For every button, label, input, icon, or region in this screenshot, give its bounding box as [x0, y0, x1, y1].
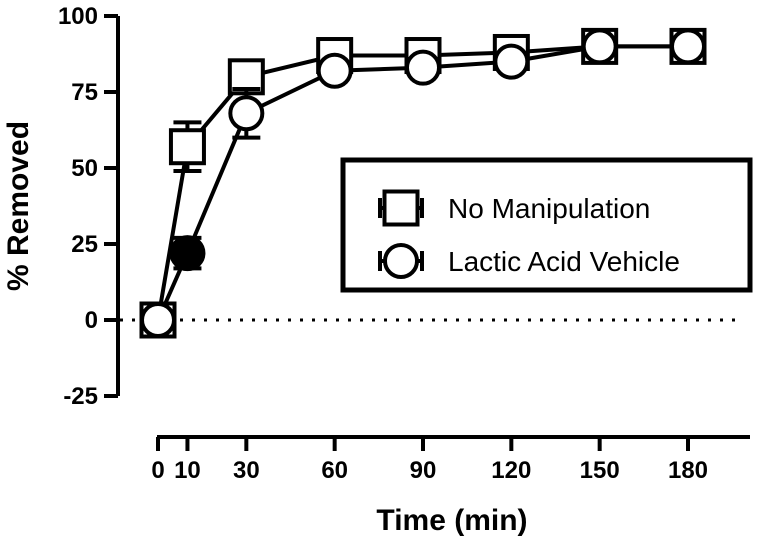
data-point [168, 128, 206, 166]
y-tick-label: -25 [63, 383, 98, 410]
legend-marker-symbol [383, 243, 419, 279]
legend-markers [378, 189, 424, 279]
legend-label-no-manipulation: No Manipulation [448, 193, 650, 224]
x-tick-label: 150 [580, 457, 620, 484]
x-axis: 0 10 30 60 90 120 150 180 Time (min) [151, 435, 750, 537]
y-tick-label: 50 [71, 155, 98, 182]
x-tick-label: 60 [321, 457, 348, 484]
data-point [670, 28, 706, 65]
legend-marker-no-manipulation [378, 189, 424, 227]
y-axis-title: % Removed [2, 121, 35, 291]
legend-marker-symbol [382, 189, 420, 227]
y-tick-label: 100 [58, 3, 98, 30]
legend-label-lactic-acid-vehicle: Lactic Acid Vehicle [448, 246, 680, 277]
y-tick-label: 75 [71, 79, 98, 106]
data-point [228, 95, 265, 132]
data-point [405, 49, 441, 86]
data-point [493, 43, 530, 80]
legend: No Manipulation Lactic Acid Vehicle [340, 157, 753, 293]
plot-area [139, 27, 707, 339]
x-tick-label: 90 [410, 457, 437, 484]
y-axis: -25 0 25 50 75 100 % Removed [2, 3, 120, 410]
data-point [140, 302, 176, 338]
data-point [169, 235, 206, 272]
x-tick-label: 30 [233, 457, 260, 484]
y-ticks: -25 0 25 50 75 100 [58, 3, 118, 410]
x-tick-label: 10 [174, 457, 201, 484]
x-tick-label: 120 [491, 457, 531, 484]
legend-marker-lactic-acid-vehicle [378, 243, 424, 279]
data-point [581, 28, 618, 65]
x-tick-label: 180 [668, 457, 708, 484]
data-point [316, 52, 353, 89]
x-tick-label: 0 [151, 457, 164, 484]
series-lactic-acid-vehicle [140, 28, 706, 338]
x-ticks: 0 10 30 60 90 120 150 180 [151, 437, 708, 484]
x-axis-title: Time (min) [376, 504, 527, 537]
y-tick-label: 25 [71, 231, 98, 258]
y-tick-label: 0 [85, 307, 98, 334]
